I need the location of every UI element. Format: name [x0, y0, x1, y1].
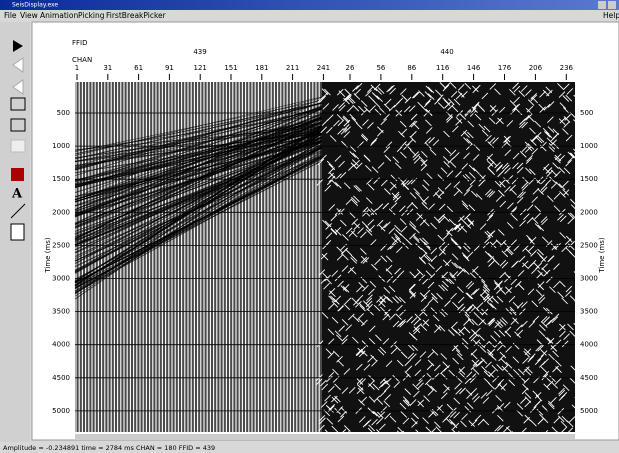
tool-button[interactable]	[11, 140, 25, 152]
channel-label: 56	[376, 64, 385, 72]
y-tick-label: 2000	[52, 208, 70, 216]
y-tick-label: 2500	[52, 241, 70, 249]
channel-label: 241	[317, 64, 330, 72]
status-text: Amplitude = -0.234891 time = 2784 ms CHA…	[3, 444, 215, 452]
ffid-value: 439	[193, 48, 206, 56]
toolbar: A	[0, 22, 30, 442]
y-tick-label-right: 1500	[580, 175, 598, 183]
tool-button[interactable]	[11, 224, 24, 240]
tool-button[interactable]	[11, 168, 24, 181]
channel-label: 206	[529, 64, 543, 72]
y-tick-label-right: 1000	[580, 142, 598, 150]
title-bar	[0, 0, 619, 10]
menu-item[interactable]: View	[20, 11, 38, 20]
channel-label: 31	[103, 64, 112, 72]
chan-label: CHAN	[72, 56, 92, 64]
y-tick-label-right: 4000	[580, 341, 598, 349]
ffid-value: 440	[440, 48, 453, 56]
window: SeisDisplay.exe FileViewAnimationPicking…	[0, 0, 619, 453]
close-button[interactable]	[608, 1, 616, 9]
channel-label: 181	[255, 64, 268, 72]
y-tick-label: 3500	[52, 308, 70, 316]
y-tick-label: 1500	[52, 175, 70, 183]
channel-label: 151	[224, 64, 237, 72]
seismic-section	[75, 82, 581, 438]
channel-label: 116	[436, 64, 450, 72]
channel-label: 61	[134, 64, 143, 72]
y-axis-label: Time (ms)	[44, 237, 52, 274]
y-tick-label: 4500	[52, 374, 70, 382]
channel-label: 236	[560, 64, 574, 72]
menu-item[interactable]: FirstBreakPicker	[106, 11, 167, 20]
y-tick-label: 3000	[52, 275, 70, 283]
menu-item[interactable]: Picking	[78, 11, 105, 20]
y-tick-label-right: 500	[580, 109, 593, 117]
menu-item[interactable]: File	[4, 11, 17, 20]
y-tick-label: 4000	[52, 341, 70, 349]
y-tick-label-right: 2000	[580, 208, 598, 216]
page: {"window": {"title": "SeisDisplay.exe"},…	[0, 0, 619, 453]
channel-label: 121	[194, 64, 207, 72]
channel-label: 26	[346, 64, 355, 72]
y-tick-label-right: 3500	[580, 308, 598, 316]
window-title: SeisDisplay.exe	[12, 2, 58, 9]
channel-label: 1	[75, 64, 79, 72]
text-tool[interactable]: A	[11, 187, 23, 202]
channel-label: 176	[498, 64, 512, 72]
channel-label: 86	[407, 64, 416, 72]
ffid-label: FFID	[72, 39, 88, 47]
minimize-button[interactable]	[598, 1, 606, 9]
y-tick-label-right: 4500	[580, 374, 598, 382]
menu-item[interactable]: Animation	[40, 11, 78, 20]
y-tick-label-right: 2500	[580, 241, 598, 249]
scrollbar[interactable]	[75, 434, 575, 439]
channel-label: 211	[286, 64, 299, 72]
y-tick-label: 5000	[52, 407, 70, 415]
y-tick-label: 1000	[52, 142, 70, 150]
channel-label: 146	[467, 64, 481, 72]
menu-item[interactable]: Help	[603, 11, 619, 20]
y-tick-label-right: 3000	[580, 275, 598, 283]
y-tick-label: 500	[57, 109, 70, 117]
y-axis-label-right: Time (ms)	[598, 237, 606, 274]
y-tick-label-right: 5000	[580, 407, 598, 415]
channel-label: 91	[165, 64, 174, 72]
